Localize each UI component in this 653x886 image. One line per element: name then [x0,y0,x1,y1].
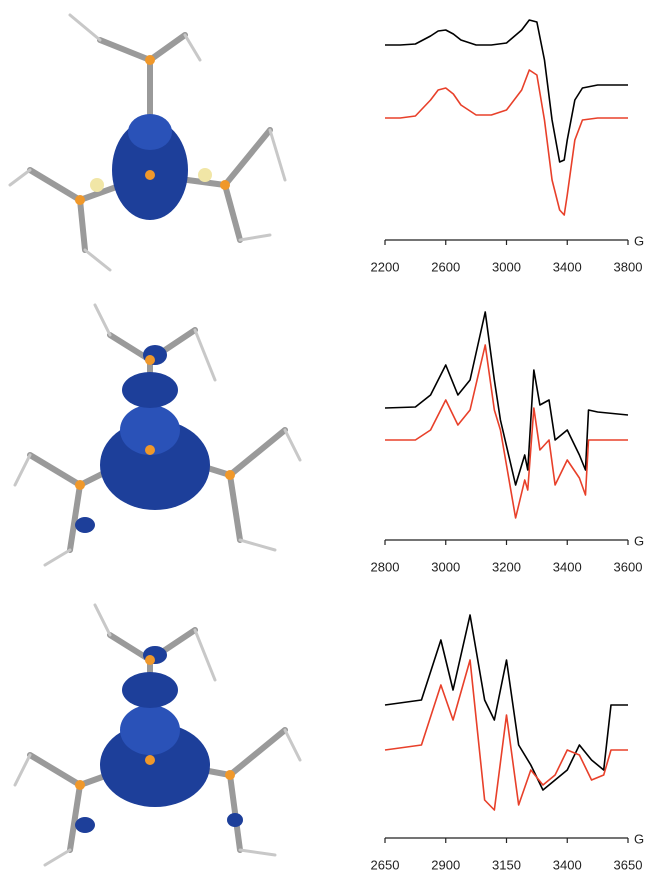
page: {"chart_data": [ {"type": "line", "x_lab… [0,0,653,881]
x-tick-label: 3400 [553,857,582,872]
x-axis-label: G [634,831,644,846]
molecule-structure [10,15,285,270]
spectrum-line [385,345,628,518]
figure: 2200 2600 3000 3400 3800 G 2800 3000 3200 3400 360… [0,0,653,881]
x-axis-label: G [634,533,644,548]
molecule-structure [15,305,300,565]
x-tick-label: 3800 [614,259,643,274]
x-tick-label: 3400 [553,259,582,274]
x-tick-label: 3200 [492,559,521,574]
x-tick-label: 2650 [371,857,400,872]
spectrum-line [385,70,628,215]
x-tick-label: 2900 [431,857,460,872]
x-tick-label: 2800 [371,559,400,574]
x-tick-label: 3400 [553,559,582,574]
x-tick-label: 3600 [614,559,643,574]
x-tick-label: 3000 [431,559,460,574]
x-tick-label: 3000 [492,259,521,274]
molecule-structure [15,605,300,865]
spectrum-line [385,615,628,790]
x-tick-label: 3150 [492,857,521,872]
x-tick-label: 2200 [371,259,400,274]
x-axis-label: G [634,233,644,248]
spectrum-line [385,312,628,485]
x-tick-label: 2600 [431,259,460,274]
spectrum-line [385,20,628,162]
x-tick-label: 3650 [614,857,643,872]
spectrum-line [385,660,628,810]
